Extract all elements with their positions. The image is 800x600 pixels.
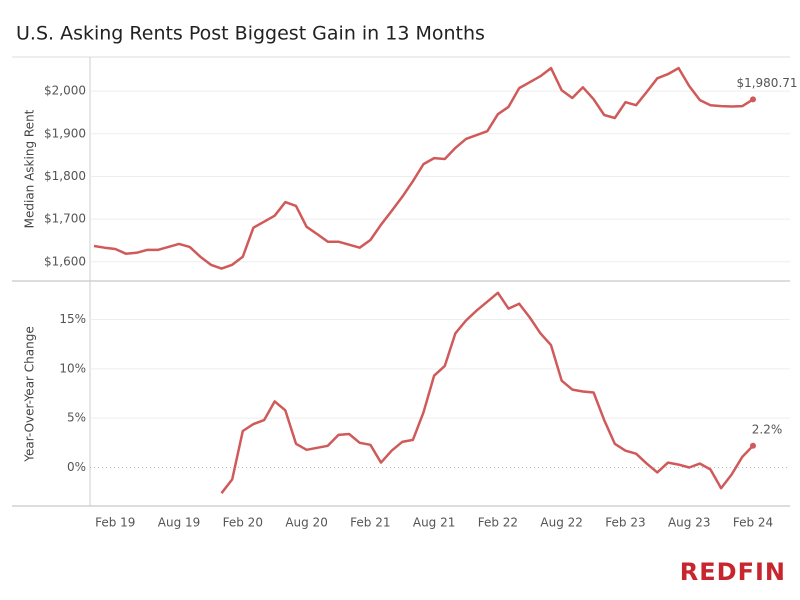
x-tick-label: Aug 21 xyxy=(413,516,456,530)
y-tick-label: 0% xyxy=(67,460,86,474)
end-point xyxy=(750,96,756,103)
y-tick-label: 15% xyxy=(59,312,86,326)
y-tick-label: $1,700 xyxy=(44,212,86,226)
chart-title: U.S. Asking Rents Post Biggest Gain in 1… xyxy=(16,23,485,45)
x-tick-label: Aug 22 xyxy=(540,516,583,530)
x-tick-label: Feb 24 xyxy=(733,516,773,530)
x-tick-label: Feb 22 xyxy=(478,516,518,530)
y-tick-label: $1,800 xyxy=(44,169,86,183)
x-tick-label: Feb 20 xyxy=(223,516,263,530)
y-tick-label: $2,000 xyxy=(44,84,86,98)
value-label: $1,980.71 xyxy=(736,76,797,90)
x-tick-label: Aug 19 xyxy=(158,516,201,530)
logo: REDFIN xyxy=(680,558,786,586)
end-point xyxy=(750,442,756,449)
y-axis-title: Median Asking Rent xyxy=(23,109,37,228)
x-tick-label: Feb 23 xyxy=(605,516,645,530)
x-tick-label: Aug 20 xyxy=(285,516,328,530)
series-line xyxy=(93,66,754,270)
y-tick-label: $1,600 xyxy=(44,254,86,268)
x-tick-label: Feb 19 xyxy=(95,516,135,530)
series-line xyxy=(220,291,754,494)
x-tick-label: Feb 21 xyxy=(350,516,390,530)
y2-axis-title: Year-Over-Year Change xyxy=(23,326,37,462)
x-tick-label: Aug 23 xyxy=(668,516,711,530)
y-tick-label: $1,900 xyxy=(44,126,86,140)
y-tick-label: 10% xyxy=(59,361,86,375)
y-tick-label: 5% xyxy=(67,411,86,425)
value-label: 2.2% xyxy=(752,422,783,436)
